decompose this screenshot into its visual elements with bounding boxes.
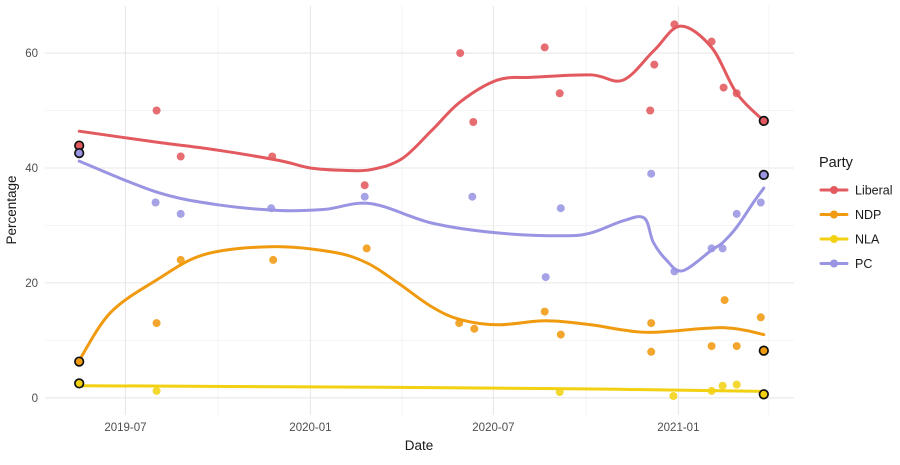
legend-label-nla: NLA bbox=[855, 233, 880, 247]
y-tick-label: 20 bbox=[25, 278, 38, 290]
data-point-liberal bbox=[456, 49, 465, 58]
data-point-ndp bbox=[540, 307, 549, 316]
y-tick-label: 40 bbox=[25, 163, 38, 175]
data-point-liberal bbox=[646, 106, 655, 115]
legend-item-nla: NLA bbox=[819, 233, 880, 247]
trend-line-pc bbox=[77, 159, 766, 273]
legend-items: Liberal NDP NLA PC bbox=[819, 184, 893, 271]
data-point-nla bbox=[732, 380, 741, 389]
legend-key-point-ndp bbox=[830, 210, 838, 219]
y-axis-title: Percentage bbox=[4, 175, 19, 244]
election-point-pc bbox=[74, 147, 85, 159]
legend-key-point-liberal bbox=[830, 186, 838, 194]
trend-line-liberal bbox=[77, 24, 766, 173]
data-point-nla bbox=[555, 388, 564, 396]
data-point-nla bbox=[152, 386, 161, 395]
data-point-pc bbox=[670, 267, 679, 276]
trend-line-ndp bbox=[77, 245, 766, 362]
data-point-ndp bbox=[720, 296, 729, 305]
legend-item-pc: PC bbox=[819, 257, 872, 271]
data-point-ndp bbox=[470, 324, 479, 333]
election-point-nla bbox=[74, 378, 85, 389]
data-point-liberal bbox=[540, 43, 549, 52]
data-point-ndp bbox=[455, 319, 464, 328]
x-tick-label: 2021-01 bbox=[657, 422, 699, 434]
data-point-pc bbox=[468, 192, 477, 201]
data-point-pc bbox=[756, 198, 765, 207]
legend: Party Liberal NDP NLA PC bbox=[819, 155, 893, 271]
trend-lines bbox=[77, 24, 766, 393]
election-point-nla bbox=[758, 389, 769, 400]
y-tick-label: 60 bbox=[25, 48, 38, 60]
legend-key-point-nla bbox=[830, 235, 838, 243]
data-point-pc bbox=[541, 273, 550, 282]
election-point-ndp bbox=[758, 345, 769, 356]
trend-line-nla bbox=[77, 384, 766, 393]
data-point-pc bbox=[151, 198, 160, 207]
x-axis-ticks: 2019-07 2020-01 2020-07 2021-01 bbox=[104, 422, 699, 434]
data-point-ndp bbox=[556, 330, 565, 339]
data-point-liberal bbox=[732, 89, 741, 98]
data-point-liberal bbox=[670, 20, 679, 29]
data-point-pc bbox=[267, 204, 276, 213]
data-point-pc bbox=[647, 169, 656, 178]
data-point-pc bbox=[718, 244, 727, 253]
legend-key-point-pc bbox=[830, 259, 838, 268]
data-point-pc bbox=[732, 209, 741, 218]
legend-label-pc: PC bbox=[855, 257, 872, 271]
y-axis-ticks: 0 20 40 60 bbox=[25, 48, 38, 405]
x-tick-label: 2020-07 bbox=[472, 422, 514, 434]
data-point-ndp bbox=[647, 347, 656, 356]
data-point-liberal bbox=[707, 37, 716, 46]
data-point-liberal bbox=[152, 106, 161, 115]
data-point-ndp bbox=[176, 255, 185, 264]
data-point-ndp bbox=[152, 319, 161, 328]
data-point-liberal bbox=[719, 83, 728, 92]
data-point-liberal bbox=[176, 152, 185, 161]
gridlines-minor bbox=[45, 6, 794, 415]
data-point-liberal bbox=[555, 89, 564, 98]
legend-item-ndp: NDP bbox=[819, 208, 881, 222]
data-point-liberal bbox=[268, 152, 277, 161]
y-tick-label: 0 bbox=[32, 393, 38, 405]
data-point-liberal bbox=[650, 60, 659, 69]
election-point-pc bbox=[758, 169, 769, 181]
gridlines-major bbox=[45, 6, 794, 415]
data-point-ndp bbox=[756, 313, 765, 322]
data-point-liberal bbox=[360, 181, 369, 190]
legend-item-liberal: Liberal bbox=[819, 184, 893, 198]
legend-label-liberal: Liberal bbox=[855, 184, 893, 198]
data-point-pc bbox=[556, 204, 565, 213]
data-point-ndp bbox=[269, 255, 278, 264]
data-point-pc bbox=[176, 209, 185, 218]
data-point-ndp bbox=[707, 342, 716, 351]
data-point-nla bbox=[707, 386, 716, 395]
legend-label-ndp: NDP bbox=[855, 208, 881, 222]
data-point-ndp bbox=[647, 319, 656, 328]
x-axis-title: Date bbox=[405, 438, 434, 453]
data-points bbox=[74, 20, 769, 400]
data-point-liberal bbox=[469, 118, 478, 126]
data-point-ndp bbox=[732, 342, 741, 351]
x-tick-label: 2020-01 bbox=[289, 422, 331, 434]
election-point-liberal bbox=[758, 115, 769, 127]
legend-title: Party bbox=[819, 155, 854, 171]
data-point-ndp bbox=[362, 244, 371, 253]
election-point-ndp bbox=[74, 356, 85, 367]
data-point-pc bbox=[707, 244, 716, 253]
data-point-pc bbox=[360, 192, 369, 201]
data-point-nla bbox=[669, 392, 678, 400]
data-point-nla bbox=[718, 381, 727, 390]
x-tick-label: 2019-07 bbox=[104, 422, 146, 434]
